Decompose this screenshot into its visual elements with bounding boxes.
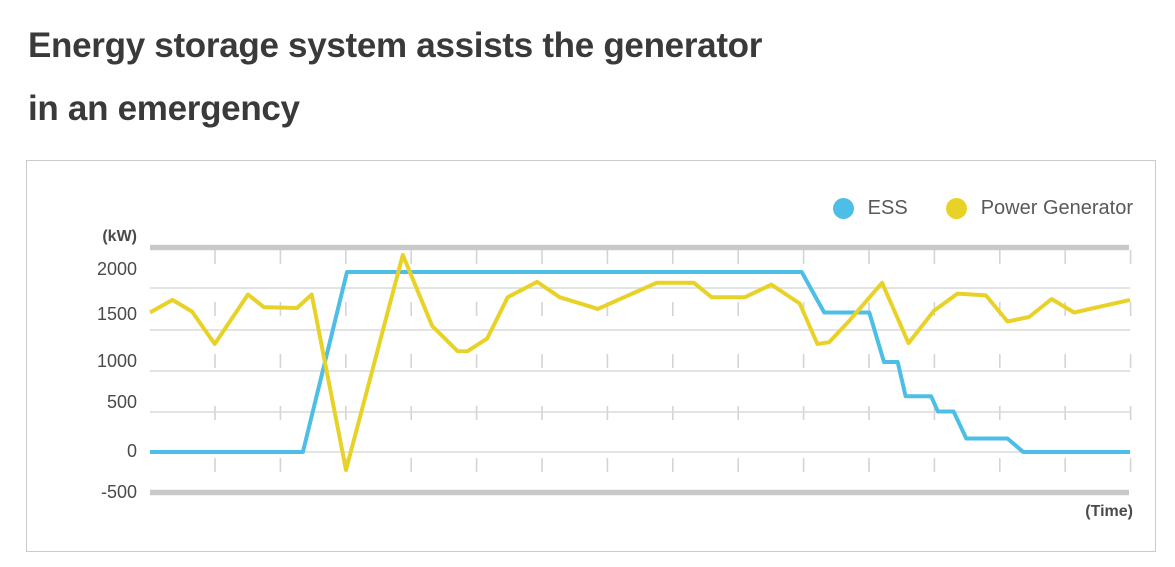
x-axis-label: (Time) [1085,503,1133,520]
chart-legend: ESS Power Generator [832,197,1133,220]
legend-label: ESS [867,197,908,219]
legend-label: Power Generator [980,197,1133,219]
page-title-line2: in an emergency [28,89,300,128]
legend-dot-icon [945,198,967,219]
y-axis-tick: 1000 [96,351,137,371]
y-axis-tick: 0 [126,441,137,461]
y-axis-unit-label: (kW) [102,228,137,245]
y-axis-tick: 1500 [96,304,137,324]
ess-line [150,270,1130,454]
legend-item-ess: ESS [832,197,908,220]
legend-item-power-generator: Power Generator [945,197,1133,220]
y-axis-tick: -500 [100,482,137,502]
legend-dot-icon [832,198,854,219]
y-axis-tick: 2000 [96,259,137,279]
power-generator-line [149,252,1131,472]
y-axis-tick: 500 [106,392,137,412]
page-title: Energy storage system assists the genera… [28,14,762,140]
page-title-line1: Energy storage system assists the genera… [28,26,763,65]
